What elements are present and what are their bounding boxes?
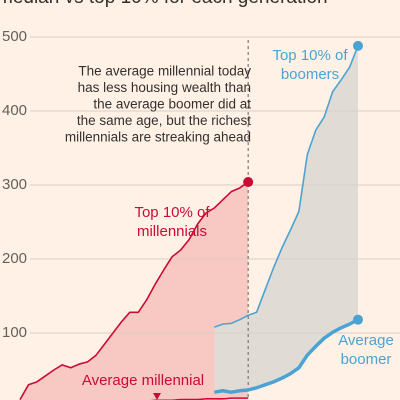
series-line	[214, 318, 359, 394]
series-line	[19, 181, 249, 400]
y-tick-label: 400	[2, 102, 27, 119]
annotation: the same age, but the richest	[77, 113, 251, 128]
chart-title: median vs top 10% for each generation	[0, 0, 328, 8]
y-tick-label: 500	[2, 28, 27, 45]
series-line	[214, 45, 359, 328]
series-label: boomers	[281, 66, 339, 83]
series-label: boomer	[341, 351, 392, 368]
annotation: The average millennial today	[78, 64, 251, 79]
y-tick-label: 300	[2, 176, 27, 193]
annotation: the average boomer did at	[93, 97, 251, 112]
arrow	[153, 393, 161, 400]
end-dot	[243, 177, 254, 188]
series-label: Top 10% of	[272, 47, 348, 64]
y-tick-label: 200	[2, 250, 27, 267]
annotation: millennials are streaking ahead	[65, 130, 251, 145]
end-dot	[353, 314, 363, 325]
end-dot	[353, 40, 363, 51]
y-tick-label: 100	[2, 324, 27, 341]
band	[214, 45, 358, 393]
series-line	[149, 397, 249, 400]
annotation: has less housing wealth than	[78, 80, 251, 95]
series-label: millennials	[137, 223, 207, 240]
series-label: Average	[338, 332, 394, 349]
series-label: Top 10% of	[134, 204, 210, 221]
series-label: Average millennial	[82, 372, 204, 389]
